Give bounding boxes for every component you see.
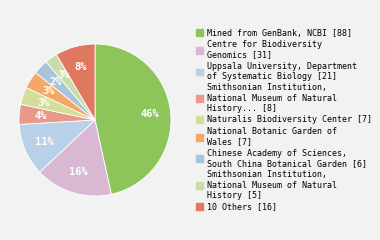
Wedge shape (21, 88, 95, 120)
Text: 2%: 2% (49, 77, 62, 87)
Wedge shape (40, 120, 111, 196)
Wedge shape (36, 62, 95, 120)
Wedge shape (57, 44, 95, 120)
Wedge shape (95, 44, 171, 194)
Text: 16%: 16% (70, 167, 88, 177)
Text: 46%: 46% (140, 109, 159, 119)
Text: 4%: 4% (34, 111, 47, 121)
Wedge shape (19, 120, 95, 172)
Text: 3%: 3% (57, 70, 70, 80)
Text: 11%: 11% (35, 137, 54, 147)
Wedge shape (26, 73, 95, 120)
Wedge shape (19, 104, 95, 124)
Text: 8%: 8% (74, 62, 87, 72)
Text: 3%: 3% (42, 86, 55, 96)
Text: 3%: 3% (37, 98, 49, 108)
Legend: Mined from GenBank, NCBI [88], Centre for Biodiversity
Genomics [31], Uppsala Un: Mined from GenBank, NCBI [88], Centre fo… (194, 27, 374, 213)
Wedge shape (46, 54, 95, 120)
